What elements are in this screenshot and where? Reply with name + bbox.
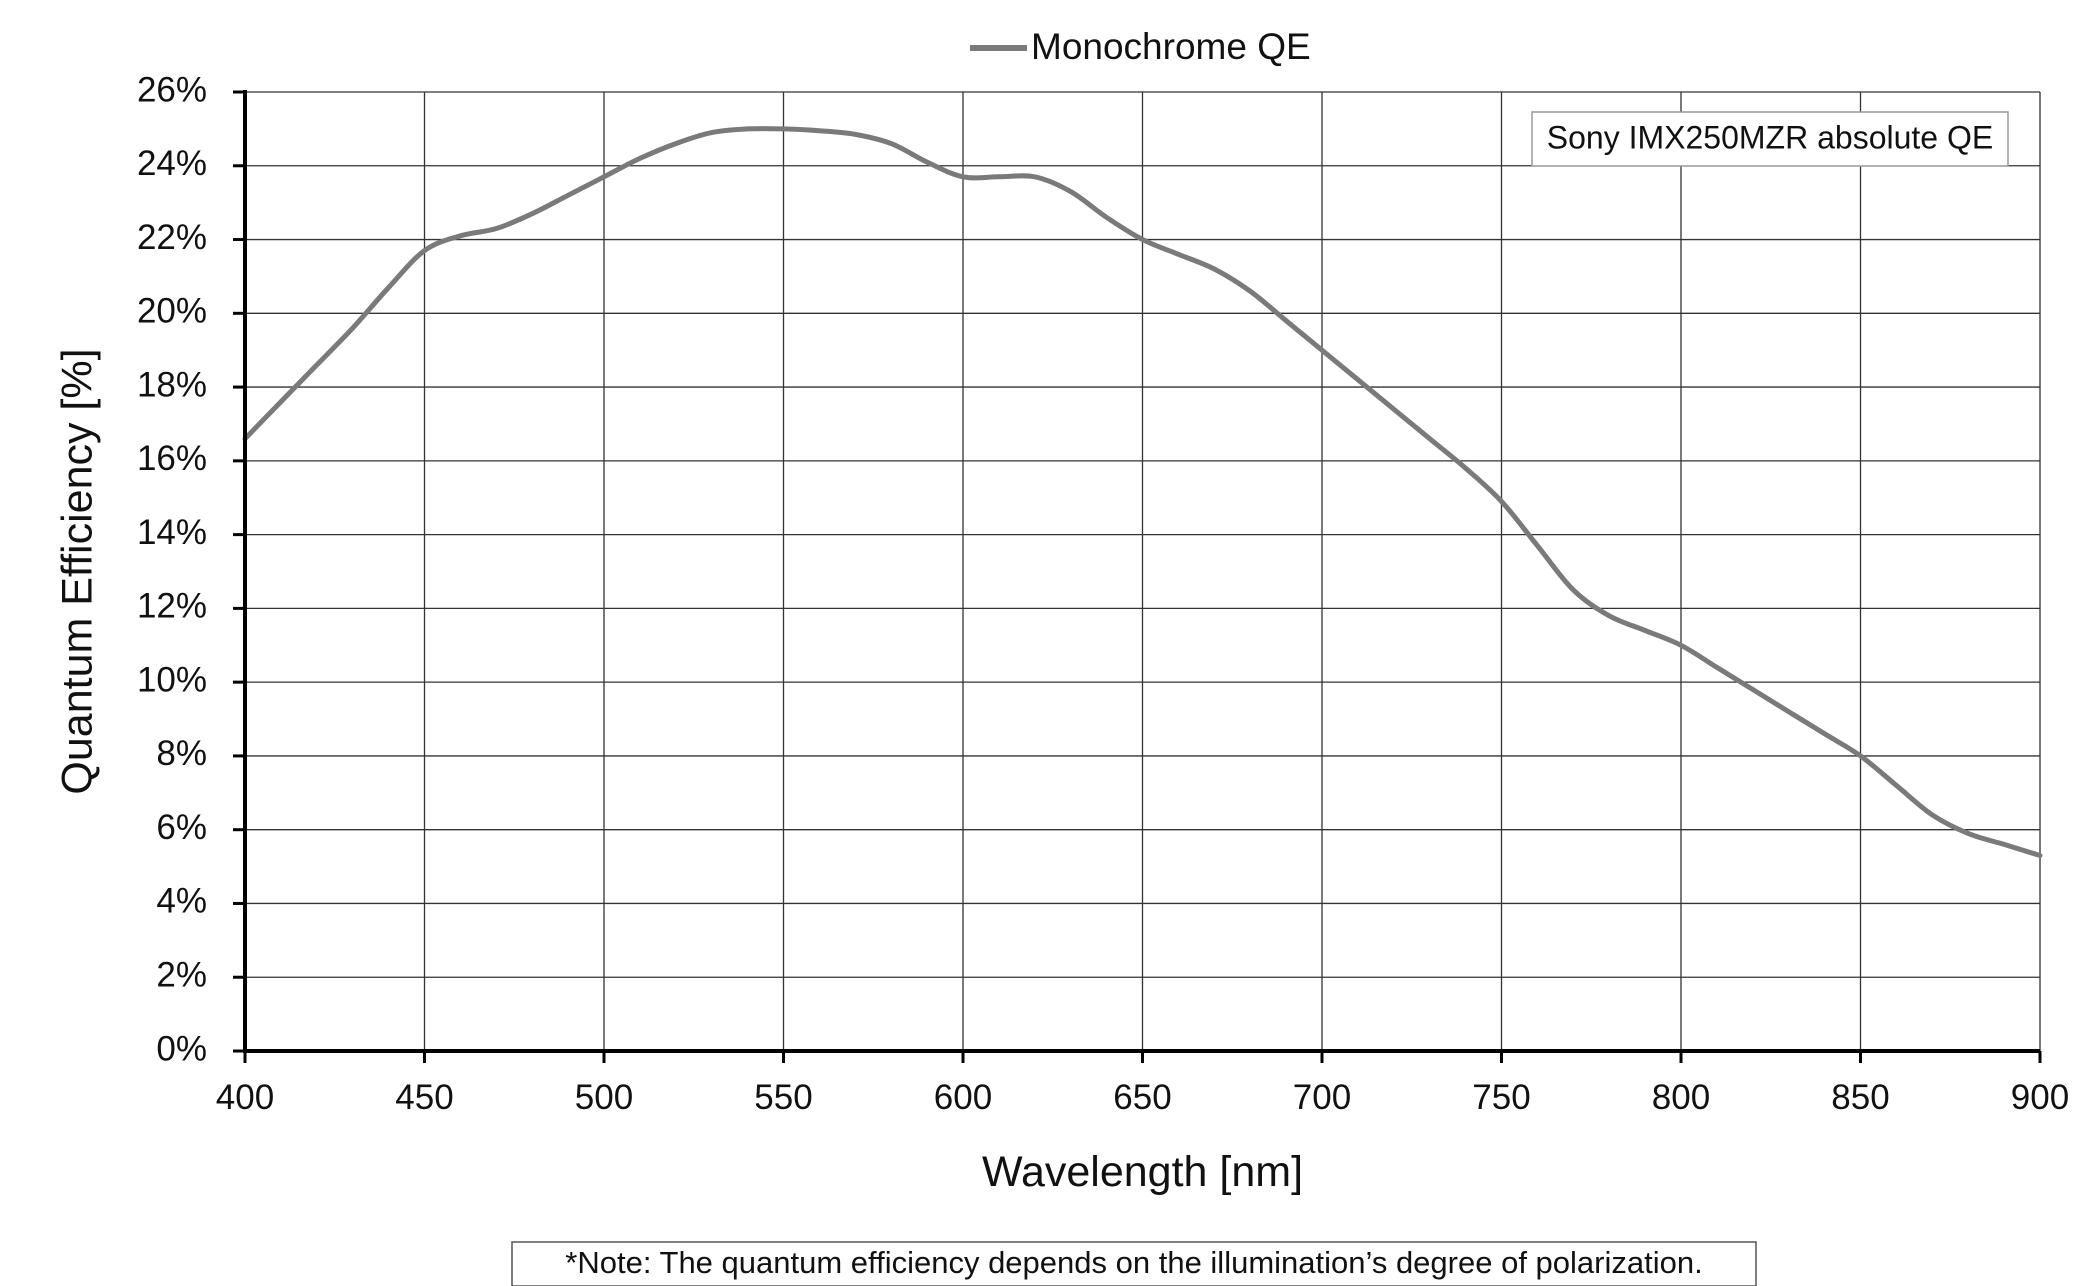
y-tick-label-7: 14% (137, 513, 207, 552)
x-tick-label-7: 750 (1472, 1078, 1530, 1117)
x-tick-labels: 400 450 500 550 600 650 700 750 800 850 900 (216, 1078, 2069, 1117)
y-tick-label-0: 0% (156, 1029, 207, 1068)
y-tick-label-5: 10% (137, 660, 207, 699)
x-axis-title: Wavelength [nm] (982, 1148, 1303, 1196)
y-tick-label-8: 16% (137, 439, 207, 478)
y-tick-label-12: 24% (137, 144, 207, 183)
y-tick-label-3: 6% (156, 808, 207, 847)
legend-label-monochrome-qe: Monochrome QE (1031, 26, 1311, 67)
note-box: *Note: The quantum efficiency depends on… (511, 1241, 1757, 1286)
grid-lines (244, 91, 2041, 1052)
series-layer (242, 126, 2043, 858)
y-tick-label-11: 22% (137, 218, 207, 257)
legend: Monochrome QE (970, 26, 1311, 67)
x-tick-label-8: 800 (1652, 1078, 1710, 1117)
x-tick-label-1: 450 (395, 1078, 453, 1117)
x-tick-label-6: 700 (1293, 1078, 1351, 1117)
x-tick-label-3: 550 (754, 1078, 812, 1117)
note-text: *Note: The quantum efficiency depends on… (565, 1245, 1702, 1280)
annotation-border (1531, 111, 2009, 167)
y-tick-label-2: 4% (156, 882, 207, 921)
x-tick-label-5: 650 (1113, 1078, 1171, 1117)
y-tick-label-6: 12% (137, 587, 207, 626)
axes (233, 90, 2042, 1063)
y-tick-label-4: 8% (156, 734, 207, 773)
note-border (511, 1241, 1757, 1286)
x-tick-label-0: 400 (216, 1078, 274, 1117)
x-tick-label-4: 600 (934, 1078, 992, 1117)
y-tick-labels: 0% 2% 4% 6% 8% 10% 12% 14% 16% 18% 20% 22% 24% 26% (137, 70, 207, 1068)
annotation-text: Sony IMX250MZR absolute QE (1547, 119, 1993, 155)
y-tick-label-1: 2% (156, 955, 207, 994)
x-tick-label-2: 500 (575, 1078, 633, 1117)
y-tick-label-10: 20% (137, 292, 207, 331)
x-tick-label-10: 900 (2011, 1078, 2069, 1117)
y-tick-label-9: 18% (137, 365, 207, 404)
y-tick-label-13: 26% (137, 70, 207, 109)
annotation-box: Sony IMX250MZR absolute QE (1531, 111, 2009, 167)
x-tick-label-9: 850 (1831, 1078, 1889, 1117)
y-axis-title: Quantum Efficiency [%] (53, 348, 101, 794)
series-line-monochrome-qe (242, 126, 2043, 858)
